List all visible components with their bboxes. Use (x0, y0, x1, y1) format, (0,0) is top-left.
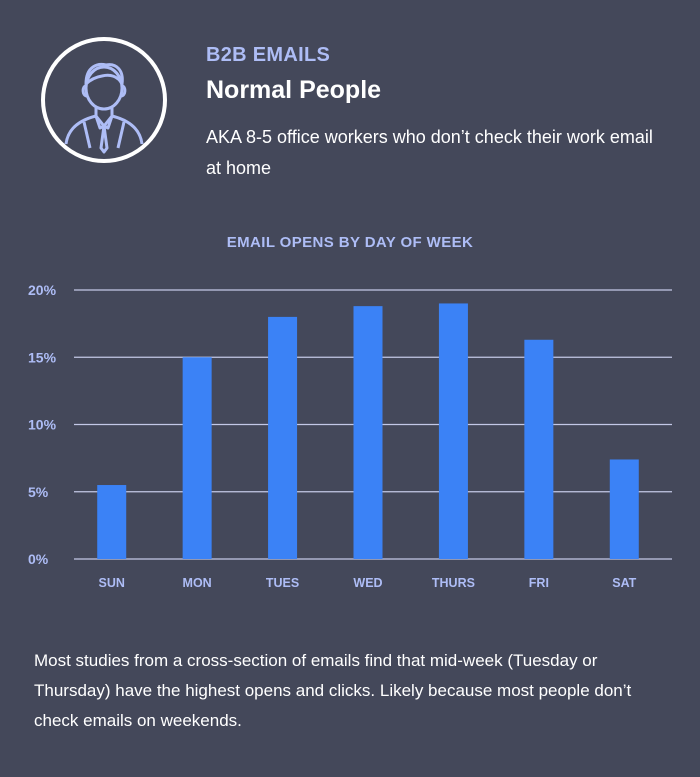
bar (524, 339, 554, 559)
x-tick-label: MON (183, 576, 212, 590)
header: B2B EMAILS Normal People AKA 8-5 office … (0, 0, 700, 220)
bar (268, 316, 298, 559)
y-tick-label: 5% (28, 484, 49, 500)
headline: Normal People (206, 76, 382, 104)
y-tick-label: 20% (28, 282, 57, 298)
bar (438, 303, 468, 559)
x-tick-label: TUES (266, 576, 299, 590)
bar (182, 357, 212, 559)
eyebrow-label: B2B EMAILS (206, 44, 331, 66)
bar (609, 459, 639, 559)
x-tick-label: SUN (99, 576, 125, 590)
subtext: AKA 8-5 office workers who don’t check t… (206, 127, 653, 178)
x-tick-label: SAT (612, 576, 636, 590)
y-tick-label: 10% (28, 417, 57, 433)
y-tick-label: 15% (28, 349, 57, 365)
footer-text: Most studies from a cross-section of ema… (34, 651, 632, 730)
x-tick-label: THURS (432, 576, 475, 590)
bar (353, 306, 383, 559)
x-tick-label: WED (353, 576, 382, 590)
chart-title: EMAIL OPENS BY DAY OF WEEK (226, 234, 474, 251)
person-avatar-icon (41, 37, 167, 163)
bar (97, 485, 127, 559)
y-tick-label: 0% (28, 551, 49, 567)
x-tick-label: FRI (529, 576, 549, 590)
bar-chart: 0% 5% 10% 15% 20% SUN MON TUES WED THURS FRI SAT (28, 282, 672, 590)
